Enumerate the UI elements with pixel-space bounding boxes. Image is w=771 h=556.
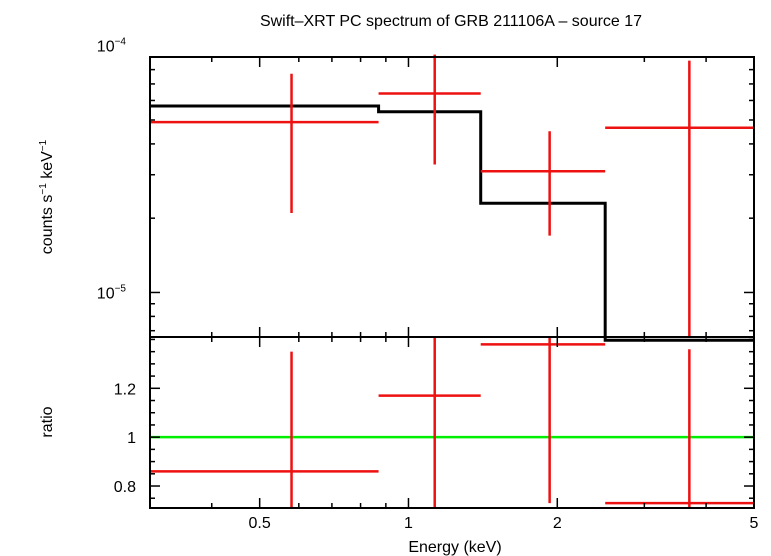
ratio-point-3 <box>480 337 606 504</box>
spectrum-point-1 <box>150 73 379 213</box>
ratio-y-axis-label: ratio <box>39 406 56 437</box>
x-tick-label: 2 <box>553 515 562 532</box>
x-axis-label: Energy (keV) <box>408 539 501 556</box>
spectrum-point-4 <box>605 60 754 337</box>
spectrum-data-series <box>150 54 754 337</box>
ratio-plot-frame <box>149 336 755 509</box>
spectrum-y-tick-label: 10−4 <box>97 37 127 56</box>
ratio-y-tick-label: 1.2 <box>114 381 136 398</box>
ratio-point-1 <box>150 351 379 508</box>
chart-title: Swift–XRT PC spectrum of GRB 211106A – s… <box>260 13 642 30</box>
ratio-data-series <box>150 337 754 508</box>
spectrum-axis-ticks <box>149 56 755 337</box>
spectrum-point-3 <box>480 131 606 236</box>
spectrum-y-axis-label: counts s−1 keV−1 <box>38 139 56 254</box>
x-tick-label: 0.5 <box>249 515 271 532</box>
ratio-panel <box>149 336 755 509</box>
ratio-y-tick-label: 0.8 <box>114 479 136 496</box>
x-tick-label: 5 <box>750 515 759 532</box>
chart-text-labels: Swift–XRT PC spectrum of GRB 211106A – s… <box>38 13 759 556</box>
ratio-y-tick-label: 1 <box>127 430 136 447</box>
spectrum-panel <box>149 54 755 342</box>
spectrum-plot-frame <box>149 56 755 338</box>
ratio-axis-ticks <box>149 337 755 508</box>
x-tick-label: 1 <box>404 515 413 532</box>
ratio-point-4 <box>605 349 754 508</box>
spectrum-point-2 <box>378 54 481 165</box>
ratio-point-2 <box>378 337 481 508</box>
model-steps <box>150 104 754 342</box>
spectrum-y-tick-label: 10−5 <box>97 283 127 302</box>
model-step-line <box>150 104 754 342</box>
